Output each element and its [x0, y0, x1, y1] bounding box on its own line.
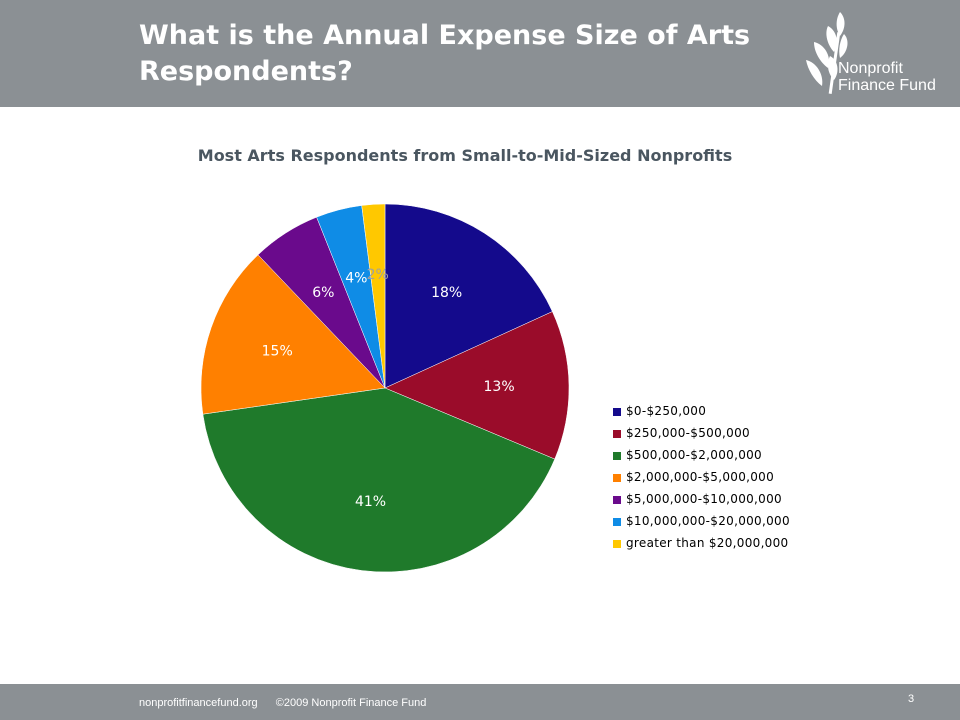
- footer-text: nonprofitfinancefund.org ©2009 Nonprofit…: [139, 697, 426, 709]
- pie-data-label: 6%: [312, 285, 334, 301]
- pie-slice: [361, 203, 386, 389]
- legend-label: $0-$250,000: [626, 404, 707, 418]
- pie-slice: [384, 203, 553, 389]
- legend-label: $10,000,000-$20,000,000: [626, 514, 790, 528]
- pie-data-label: 13%: [484, 379, 515, 395]
- leaf-logo-icon: [806, 12, 848, 94]
- pie-data-label: 15%: [262, 344, 293, 360]
- slide-title: What is the Annual Expense Size of Arts …: [139, 20, 751, 87]
- legend-swatch: [613, 496, 621, 504]
- legend-swatch: [613, 430, 621, 438]
- footer-copyright: ©2009 Nonprofit Finance Fund: [275, 697, 427, 709]
- footer-bar: nonprofitfinancefund.org ©2009 Nonprofit…: [0, 684, 960, 720]
- legend-swatch: [613, 518, 621, 526]
- legend-label: $2,000,000-$5,000,000: [626, 470, 775, 484]
- chart-title: Most Arts Respondents from Small-to-Mid-…: [197, 146, 733, 165]
- pie-data-label: 41%: [355, 494, 386, 510]
- logo-line-1: Nonprofit: [838, 60, 903, 77]
- page-number: 3: [908, 693, 915, 705]
- legend-swatch: [613, 474, 621, 482]
- pie-slice: [384, 311, 570, 460]
- legend-label: $250,000-$500,000: [626, 426, 750, 440]
- legend-label: $5,000,000-$10,000,000: [626, 492, 782, 506]
- pie-data-label: 4%: [345, 271, 367, 287]
- pie-slice: [202, 387, 556, 573]
- pie-data-label: 18%: [431, 285, 462, 301]
- legend-swatch: [613, 408, 621, 416]
- header-bar: What is the Annual Expense Size of Arts …: [0, 0, 960, 107]
- legend-label: greater than $20,000,000: [626, 536, 789, 550]
- pie-slice: [200, 254, 386, 415]
- logo-wordmark: Nonprofit Finance Fund: [838, 60, 936, 94]
- legend-swatch: [613, 452, 621, 460]
- legend-swatch: [613, 540, 621, 548]
- pie-data-label: 2%: [367, 267, 389, 283]
- footer-site: nonprofitfinancefund.org: [139, 697, 258, 709]
- logo-line-2: Finance Fund: [838, 77, 936, 94]
- legend-label: $500,000-$2,000,000: [626, 448, 762, 462]
